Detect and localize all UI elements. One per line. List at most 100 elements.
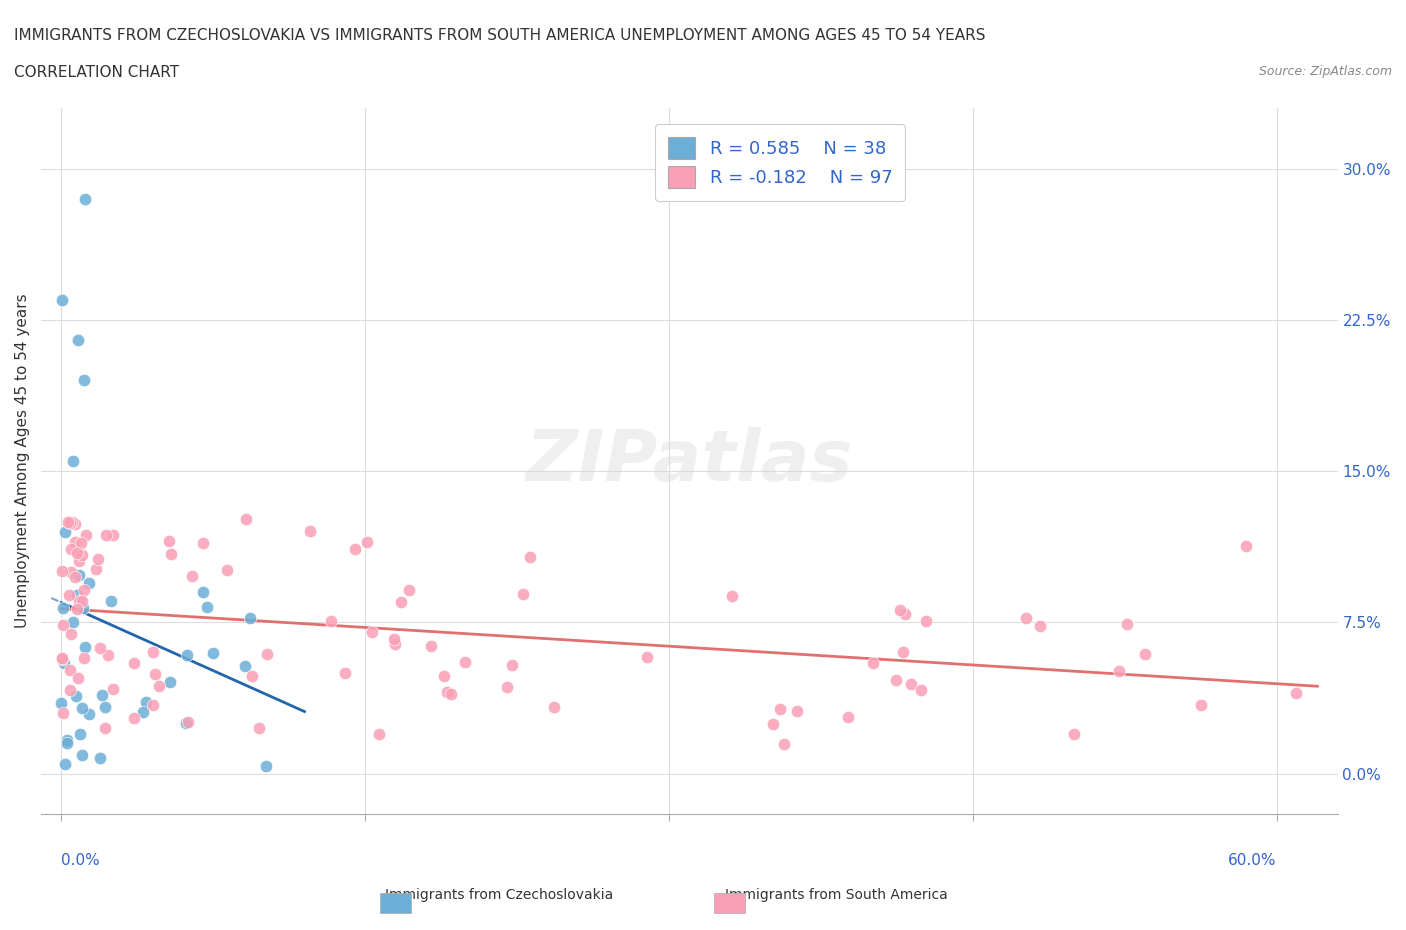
Point — [233, 658, 256, 673]
Point — [72, 582, 94, 597]
Point — [148, 679, 170, 694]
Point — [436, 685, 458, 700]
Point — [762, 716, 785, 731]
Point — [142, 644, 165, 659]
Point — [786, 704, 808, 719]
Point — [240, 669, 263, 684]
Point — [93, 699, 115, 714]
Point — [143, 667, 166, 682]
Point — [420, 639, 443, 654]
Point — [177, 715, 200, 730]
Point — [122, 656, 145, 671]
Point — [69, 726, 91, 741]
Point — [160, 546, 183, 561]
Point — [440, 686, 463, 701]
Point — [769, 702, 792, 717]
Point — [512, 587, 534, 602]
Point — [193, 584, 215, 599]
Point — [384, 636, 406, 651]
Point — [97, 648, 120, 663]
Point — [319, 613, 342, 628]
Point — [67, 567, 90, 582]
Point — [135, 695, 157, 710]
Point — [180, 568, 202, 583]
Point — [53, 757, 76, 772]
Point — [58, 588, 80, 603]
Point — [59, 626, 82, 641]
Point — [1234, 538, 1257, 553]
Point — [361, 624, 384, 639]
Point — [65, 689, 87, 704]
Legend: R = 0.585    N = 38, R = -0.182    N = 97: R = 0.585 N = 38, R = -0.182 N = 97 — [655, 124, 905, 201]
Point — [59, 565, 82, 579]
Point — [157, 534, 180, 549]
Point — [70, 748, 93, 763]
Point — [75, 527, 97, 542]
Point — [63, 516, 86, 531]
Point — [89, 751, 111, 765]
Point — [51, 650, 73, 665]
Point — [59, 662, 82, 677]
Point — [1285, 685, 1308, 700]
Point — [96, 527, 118, 542]
Point — [56, 514, 79, 529]
Point — [191, 536, 214, 551]
Point — [77, 707, 100, 722]
Text: 0.0%: 0.0% — [62, 853, 100, 868]
Point — [51, 564, 73, 578]
Point — [910, 683, 932, 698]
Text: Immigrants from Czechoslovakia: Immigrants from Czechoslovakia — [385, 888, 613, 902]
Point — [52, 618, 75, 632]
Point — [884, 672, 907, 687]
Point — [94, 721, 117, 736]
Point — [100, 593, 122, 608]
Point — [454, 655, 477, 670]
Point — [67, 553, 90, 568]
Point — [56, 736, 79, 751]
Point — [398, 583, 420, 598]
Point — [176, 647, 198, 662]
Point — [202, 645, 225, 660]
Point — [344, 542, 367, 557]
Point — [159, 674, 181, 689]
Point — [77, 576, 100, 591]
Point — [543, 699, 565, 714]
Point — [66, 333, 89, 348]
Text: Immigrants from South America: Immigrants from South America — [725, 888, 948, 902]
Point — [1063, 726, 1085, 741]
Point — [389, 594, 412, 609]
Point — [60, 514, 83, 529]
Point — [101, 682, 124, 697]
Point — [52, 601, 75, 616]
Point — [174, 715, 197, 730]
Point — [195, 600, 218, 615]
Point — [891, 644, 914, 659]
Point — [70, 536, 93, 551]
Point — [70, 593, 93, 608]
Point — [75, 192, 97, 206]
Point — [235, 512, 257, 526]
Text: 60.0%: 60.0% — [1229, 853, 1277, 868]
Point — [335, 665, 357, 680]
Point — [87, 551, 110, 566]
Point — [70, 700, 93, 715]
Point — [217, 563, 239, 578]
Point — [254, 758, 277, 773]
Point — [65, 546, 87, 561]
Point — [73, 373, 96, 388]
Point — [131, 705, 153, 720]
Point — [238, 610, 260, 625]
Point — [89, 641, 111, 656]
Point — [65, 570, 87, 585]
Point — [368, 726, 391, 741]
Point — [52, 705, 75, 720]
Point — [519, 550, 541, 565]
Point — [1189, 698, 1212, 712]
Point — [66, 671, 89, 685]
Point — [1133, 647, 1156, 662]
Point — [721, 589, 744, 604]
Text: CORRELATION CHART: CORRELATION CHART — [14, 65, 179, 80]
Point — [1029, 618, 1052, 633]
Text: IMMIGRANTS FROM CZECHOSLOVAKIA VS IMMIGRANTS FROM SOUTH AMERICA UNEMPLOYMENT AMO: IMMIGRANTS FROM CZECHOSLOVAKIA VS IMMIGR… — [14, 28, 986, 43]
Point — [101, 528, 124, 543]
